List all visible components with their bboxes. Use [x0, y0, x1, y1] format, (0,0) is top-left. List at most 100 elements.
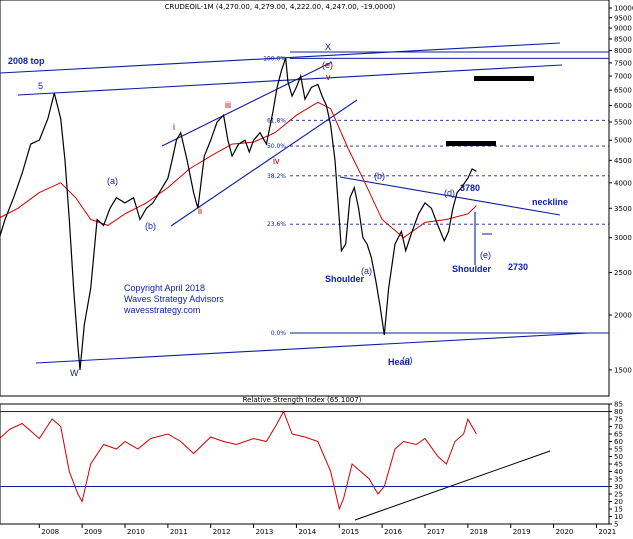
price-y-tick-label: 7000: [614, 73, 632, 81]
price-y-tick-label: 7500: [614, 59, 632, 67]
price-y-tick-label: 9000: [614, 25, 632, 33]
price-y-tick-label: 3000: [614, 234, 632, 242]
rsi-y-tick-label: 30: [614, 483, 623, 491]
price-y-tick-label: 2500: [614, 269, 632, 277]
price-y-tick-label: 6000: [614, 102, 632, 110]
price-panel-frame: [0, 0, 610, 397]
rsi-y-tick-label: 65: [614, 431, 623, 439]
wave-v-label: v: [326, 72, 331, 82]
wave-b-label: (b): [145, 221, 156, 231]
x-axis-tick-label: 2010: [127, 528, 145, 536]
target-marker-upper: [474, 76, 534, 81]
fib-level-label: 38.2%: [267, 173, 286, 180]
rsi-y-tick-label: 60: [614, 438, 623, 446]
rsi-y-tick-label: 5: [614, 521, 618, 529]
price-y-tick-label: 5500: [614, 119, 632, 127]
price-line: [0, 57, 477, 370]
rsi-y-tick-label: 85: [614, 401, 623, 409]
rsi-line: [0, 410, 477, 511]
wave-a-label-lower: (a): [361, 266, 372, 276]
2008-top-line: [17, 64, 563, 96]
x-axis-tick-label: 2015: [341, 528, 359, 536]
annotations: 2008 top 5 W X (a) (b) (c) (d) (e) (a) (…: [8, 42, 568, 378]
upper-wedge-line: [161, 61, 333, 147]
fib-level-label: 61.8%: [267, 117, 286, 124]
rsi-y-tick-label: 50: [614, 453, 623, 461]
rsi-y-tick-label: 70: [614, 423, 623, 431]
x-axis-tick-label: 2014: [298, 528, 316, 536]
copyright-line-3: wavesstrategy.com: [123, 305, 200, 315]
price-y-tick-label: 2000: [614, 312, 632, 320]
wave-5-label: 5: [38, 81, 43, 91]
wave-ii-label: ii: [198, 206, 202, 216]
level-3780-label: 3780: [460, 183, 480, 193]
x-axis-tick-label: 2008: [41, 528, 59, 536]
x-axis-tick-label: 2018: [470, 528, 488, 536]
wave-a-label: (a): [107, 176, 118, 186]
rsi-support-trendline: [354, 450, 551, 521]
wave-i-label: i: [173, 122, 175, 132]
price-y-tick-label: 4000: [614, 179, 632, 187]
rsi-y-tick-label: 80: [614, 408, 623, 416]
rsi-y-tick-label: 45: [614, 461, 623, 469]
wave-x-label: X: [325, 42, 331, 52]
trend-lines: [0, 42, 609, 364]
target-marker-lower: [446, 141, 496, 146]
wave-iv-label: iv: [273, 156, 280, 166]
x-axis-tick-label: 2012: [213, 528, 231, 536]
copyright-line-2: Waves Strategy Advisors: [124, 294, 224, 304]
neckline-line: [339, 176, 561, 216]
fib-level-label: 23.6%: [267, 221, 286, 228]
price-y-tick-label: 3500: [614, 205, 632, 213]
rsi-y-tick-label: 75: [614, 416, 623, 424]
wave-e-label-upper: (e): [322, 60, 333, 70]
price-y-tick-label: 4500: [614, 157, 632, 165]
rsi-y-tick-label: 10: [614, 513, 623, 521]
lower-wedge-line: [170, 99, 358, 227]
left-shoulder-label: Shoulder: [325, 274, 364, 284]
top-channel-line: [0, 42, 561, 74]
fib-level-label: 50.0%: [267, 143, 286, 150]
price-y-axis: 100009500 9000 8500 8000 7500 7000 6500 6000 550…: [609, 5, 633, 374]
x-axis-tick-label: 2013: [256, 528, 274, 536]
target-markers: [446, 76, 534, 146]
fib-level-label: 0.0%: [271, 330, 287, 337]
wave-e-label-lower: (e): [480, 250, 491, 260]
wave-iii-label: iii: [225, 100, 231, 110]
price-y-tick-label: 9500: [614, 14, 632, 22]
wave-c-label: (c): [402, 355, 413, 365]
x-axis-tick-label: 2021: [598, 528, 616, 536]
rsi-y-tick-label: 20: [614, 498, 623, 506]
x-axis-tick-label: 2019: [513, 528, 531, 536]
chart-title: CRUDEOIL-1M (4,270.00, 4,279.00, 4,222.0…: [165, 3, 396, 11]
price-y-tick-label: 8000: [614, 47, 632, 55]
time-x-axis: 2008 2009 2010 2011 2012 2013 2014 2015 2016 2017…: [0, 523, 616, 536]
x-axis-tick-label: 2009: [84, 528, 102, 536]
rsi-title: Relative Strength Index (65.1007): [243, 396, 362, 404]
fibonacci-levels: 100.0% 61.8% 50.0% 38.2% 23.6% 0.0%: [263, 55, 609, 337]
wave-b-label-lower: (b): [374, 171, 385, 181]
rsi-y-tick-label: 25: [614, 491, 623, 499]
price-y-tick-label: 8500: [614, 36, 632, 44]
x-axis-tick-label: 2020: [556, 528, 574, 536]
rsi-reference-lines: [0, 411, 609, 487]
price-y-tick-label: 5000: [614, 137, 632, 145]
level-2730-label: 2730: [508, 262, 528, 272]
right-shoulder-label: Shoulder: [452, 264, 491, 274]
x-axis-tick-label: 2011: [170, 528, 188, 536]
rsi-y-tick-label: 40: [614, 468, 623, 476]
wave-d-label: (d): [444, 188, 455, 198]
neckline-label: neckline: [532, 197, 568, 207]
rsi-y-tick-label: 35: [614, 476, 623, 484]
price-y-tick-label: 10000: [614, 5, 633, 13]
label-2008-top: 2008 top: [8, 56, 45, 66]
price-y-tick-label: 6500: [614, 87, 632, 95]
rsi-y-tick-label: 15: [614, 506, 623, 514]
head-label: Head: [388, 357, 410, 367]
x-axis-tick-label: 2016: [384, 528, 402, 536]
x-axis-tick-label: 2017: [427, 528, 445, 536]
lower-channel-line: [35, 332, 589, 364]
